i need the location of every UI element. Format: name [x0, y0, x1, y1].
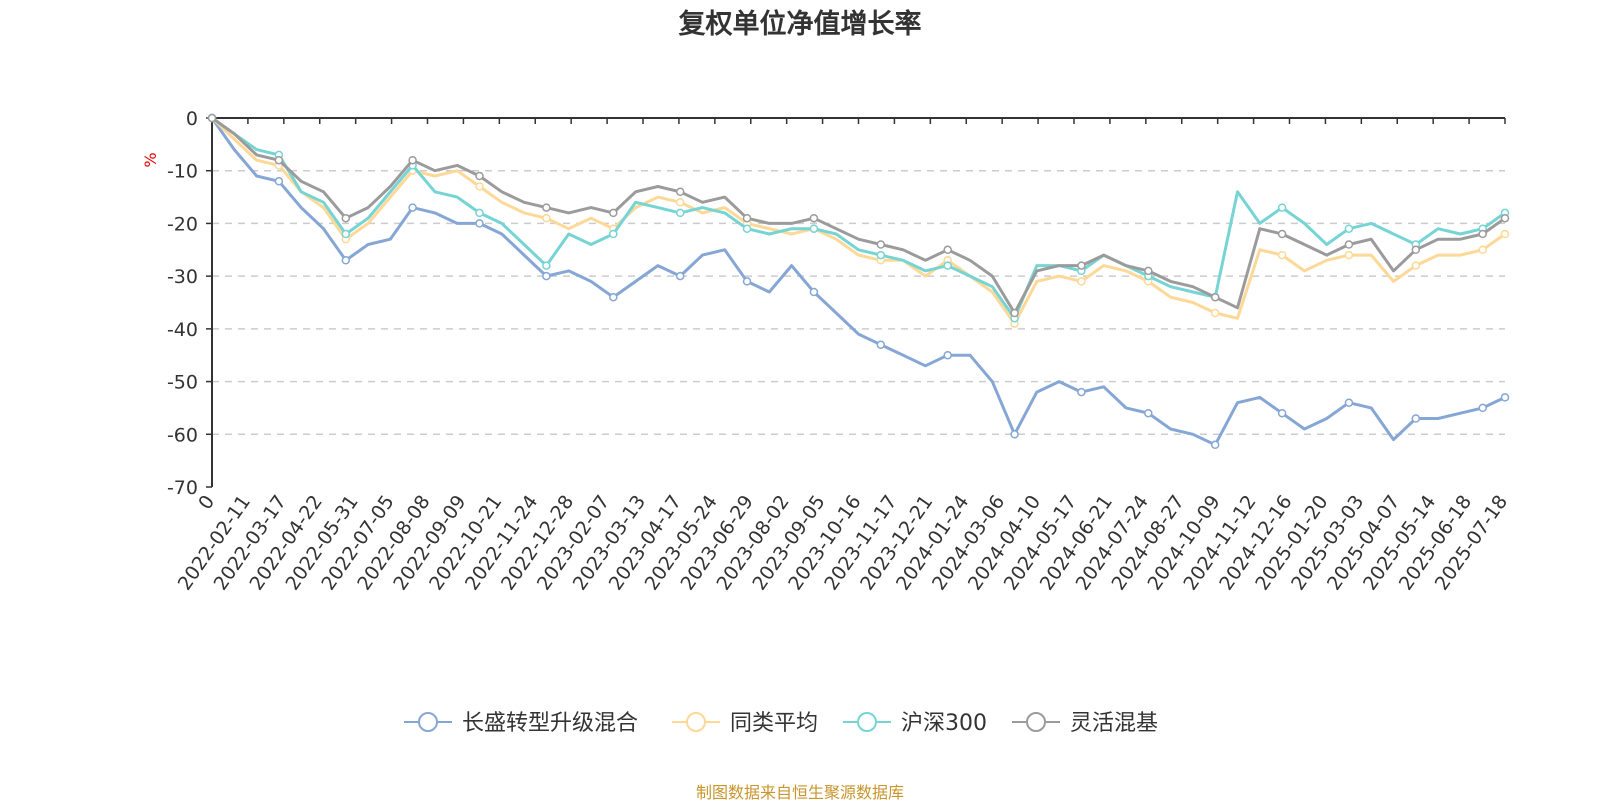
data-point: [876, 340, 886, 349]
data-point: [1010, 308, 1019, 318]
y-tick-label: -20: [167, 213, 198, 235]
y-axis-unit: %: [141, 152, 160, 167]
data-point: [1344, 398, 1354, 407]
data-point: [675, 208, 685, 218]
data-point: [943, 350, 952, 360]
data-point: [1277, 203, 1287, 212]
y-tick-label: 0: [186, 108, 198, 130]
legend-label: 同类平均: [730, 711, 818, 736]
data-point: [1077, 277, 1086, 286]
y-tick-label: -40: [167, 319, 198, 341]
data-point: [1344, 250, 1354, 260]
data-point: [542, 203, 551, 212]
data-point: [1344, 224, 1354, 233]
data-point: [475, 182, 484, 191]
data-point: [475, 171, 484, 181]
grid-lines: [212, 169, 1505, 436]
data-point: [408, 203, 417, 212]
legend-item-0[interactable]: 长盛转型升级混合: [404, 711, 638, 736]
data-point: [542, 271, 551, 281]
data-point: [742, 213, 752, 223]
data-point: [274, 177, 284, 186]
data-point: [742, 277, 752, 286]
data-point: [1411, 245, 1421, 255]
data-point: [475, 219, 484, 228]
data-point: [876, 250, 886, 260]
x-axis-ticks: 02022-02-112022-03-172022-04-222022-05-3…: [174, 118, 1512, 594]
y-tick-label: -60: [167, 424, 198, 446]
legend-item-1[interactable]: 同类平均: [672, 711, 818, 736]
data-point: [1277, 250, 1287, 260]
data-point: [1210, 292, 1220, 302]
data-point: [1478, 245, 1487, 255]
data-point: [609, 292, 618, 302]
data-point: [1411, 414, 1421, 423]
data-point: [1077, 261, 1086, 270]
y-tick-label: -10: [167, 161, 198, 183]
legend-marker-icon: [686, 712, 706, 732]
legend-item-3[interactable]: 灵活混基: [1012, 711, 1158, 736]
legend-label: 长盛转型升级混合: [462, 711, 638, 736]
data-point: [809, 224, 819, 233]
data-point: [1411, 261, 1421, 270]
data-point: [1144, 408, 1153, 418]
data-point: [207, 113, 217, 123]
data-point: [542, 213, 551, 223]
data-point: [1500, 393, 1510, 402]
data-point: [1500, 229, 1510, 239]
series-line-1: [210, 116, 1506, 326]
series-lines: [207, 113, 1510, 450]
series-line-3: [211, 116, 1506, 315]
legend-item-2[interactable]: 沪深300: [843, 711, 987, 736]
legend-label: 灵活混基: [1070, 711, 1158, 736]
data-point: [1144, 266, 1153, 276]
legend-marker-icon: [418, 712, 438, 732]
data-point: [675, 271, 685, 281]
data-point: [876, 240, 886, 249]
series-line-2: [211, 116, 1506, 320]
legend-marker-icon: [1026, 712, 1046, 732]
data-point: [809, 287, 819, 297]
data-point: [341, 256, 351, 265]
data-point: [1478, 229, 1487, 239]
legend-label: 沪深300: [901, 711, 987, 736]
series-line-0: [210, 117, 1506, 447]
data-point: [1210, 440, 1220, 450]
data-point: [1277, 408, 1287, 418]
data-point: [675, 187, 685, 197]
data-point: [609, 208, 618, 218]
legend: 长盛转型升级混合 同类平均 沪深300 灵活混基: [404, 711, 1158, 736]
data-point: [1010, 430, 1019, 439]
data-point: [943, 245, 952, 255]
data-point: [1344, 240, 1354, 249]
y-tick-label: -70: [167, 477, 198, 499]
data-point: [742, 224, 752, 233]
data-point: [1277, 229, 1287, 239]
source-note: 制图数据来自恒生聚源数据库: [695, 783, 904, 802]
data-point: [274, 155, 284, 165]
y-tick-label: -50: [167, 372, 198, 394]
x-tick-label: 0: [194, 491, 219, 514]
legend-marker-icon: [857, 712, 877, 732]
data-point: [1210, 308, 1220, 318]
chart-title: 复权单位净值增长率: [678, 9, 922, 40]
data-point: [408, 155, 417, 165]
data-point: [609, 229, 618, 239]
y-tick-label: -30: [167, 266, 198, 288]
data-point: [341, 229, 351, 239]
data-point: [809, 213, 819, 223]
data-point: [943, 261, 952, 270]
data-point: [475, 208, 484, 218]
data-point: [1500, 213, 1510, 223]
data-point: [542, 261, 551, 270]
data-point: [341, 213, 351, 223]
data-point: [1077, 387, 1086, 397]
y-axis-ticks: 0 -10 -20 -30 -40 -50 -60 -70: [167, 108, 212, 499]
data-point: [1478, 403, 1487, 413]
data-point: [675, 198, 685, 207]
